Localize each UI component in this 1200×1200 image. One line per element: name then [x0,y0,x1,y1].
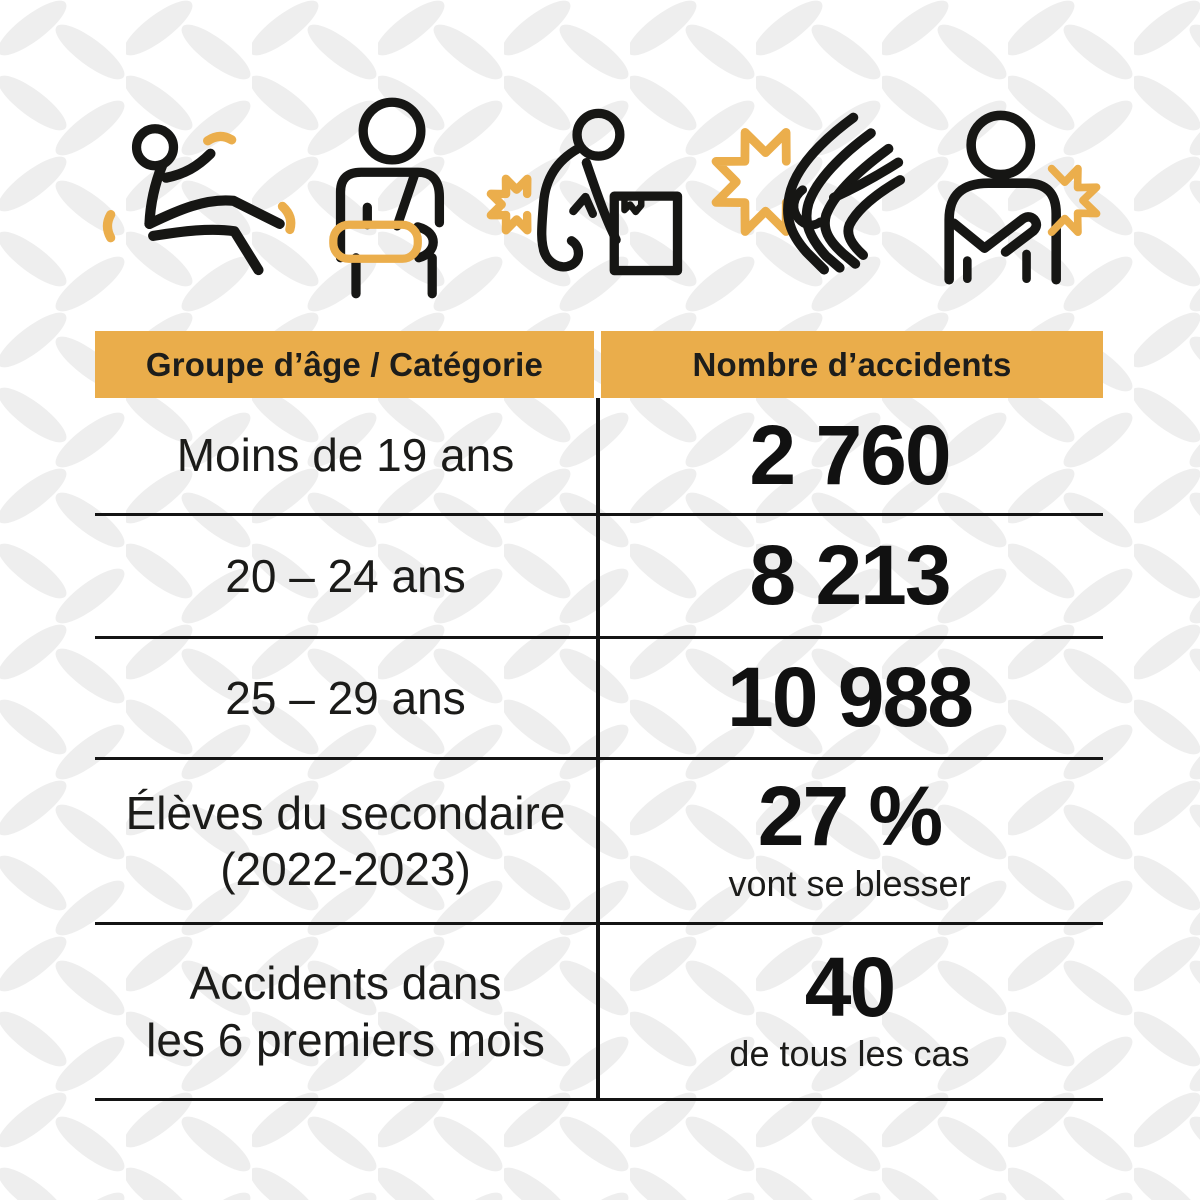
value-cell: 2 760 [596,398,1103,513]
value-note: vont se blesser [728,862,971,904]
lifting-box-back-injury-icon [486,108,683,276]
category-label: 20 – 24 ans [225,549,466,602]
table-body: Moins de 19 ans 2 760 20 – 24 ans 8 213 … [95,398,1103,1101]
category-cell: 25 – 29 ans [95,639,596,757]
table-row: Moins de 19 ans 2 760 [95,398,1103,516]
value-note: de tous les cas [729,1033,970,1075]
accident-percentage: 27 % [757,769,943,864]
header-cell-accidents: Nombre d’accidents [601,331,1103,398]
category-label-line1: Accidents dans [189,957,502,1010]
value-cell: 10 988 [596,639,1103,757]
accidents-table: Groupe d’âge / Catégorie Nombre d’accide… [95,331,1103,1101]
slipping-person-icon [102,123,296,275]
category-cell: Élèves du secondaire (2022-2023) [95,760,596,922]
arm-in-sling-icon [329,97,445,299]
category-cell: Accidents dans les 6 premiers mois [95,925,596,1098]
category-label: Moins de 19 ans [176,429,515,482]
accident-count: 8 213 [749,528,951,623]
value-cell: 40 de tous les cas [596,925,1103,1098]
accident-count: 40 [804,939,896,1034]
table-header-row: Groupe d’âge / Catégorie Nombre d’accide… [95,331,1103,398]
header-category-label: Groupe d’âge / Catégorie [145,345,544,383]
header-cell-category: Groupe d’âge / Catégorie [95,331,594,398]
accident-count: 2 760 [749,407,951,502]
knee-injury-icon [711,112,906,275]
category-label-line2: (2022-2023) [220,843,471,895]
category-label-line1: Élèves du secondaire [125,786,566,839]
header-accidents-label: Nombre d’accidents [692,345,1012,383]
value-cell: 27 % vont se blesser [596,760,1103,922]
category-cell: 20 – 24 ans [95,516,596,636]
value-cell: 8 213 [596,516,1103,636]
injury-icons-row [95,97,1103,299]
category-label-line2: les 6 premiers mois [146,1013,545,1066]
column-divider-line [596,398,600,1101]
category-label: 25 – 29 ans [225,671,466,724]
shoulder-injury-icon [944,110,1101,285]
category-cell: Moins de 19 ans [95,398,596,513]
accident-count: 10 988 [727,650,974,745]
